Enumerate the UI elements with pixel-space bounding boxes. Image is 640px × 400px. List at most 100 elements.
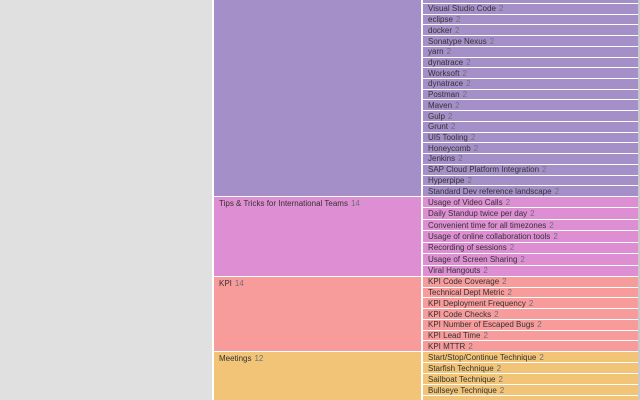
item-row[interactable]: Maven 2 [423,100,638,112]
item-row[interactable]: KPI Number of Escaped Bugs 2 [423,320,638,331]
item-row[interactable]: Recording of sessions 2 [423,243,638,255]
item-label: dynatrace [428,57,464,67]
item-row[interactable]: KPI Code Checks 2 [423,309,638,320]
item-label: yarn [428,47,444,57]
category-section: Meetings 12 Start/Stop/Continue Technique… [214,352,638,400]
item-row[interactable]: Postman 2 [423,90,638,101]
item-label: Starfish Technique [428,363,494,373]
item-label: Bullseye Technique [428,385,497,395]
item-label: Worksoft [428,68,460,78]
item-row[interactable]: Sailboat Technique 2 [423,374,638,385]
item-label: Visual Studio Code [428,4,496,14]
item-row[interactable]: Gulp 2 [423,111,638,122]
item-label: Viral Hangouts [428,266,481,276]
item-row[interactable]: Honeycomb 2 [423,143,638,155]
category-cell[interactable] [214,0,423,197]
item-row[interactable]: Bullseye Technique 2 [423,385,638,396]
category-label: Tips & Tricks for International Teams [219,199,348,208]
item-row[interactable]: KPI Deployment Frequency 2 [423,298,638,310]
item-label: Honeycomb [428,143,471,153]
item-count: 2 [451,122,456,132]
item-row[interactable]: Worksoft 2 [423,68,638,80]
item-count: 2 [509,243,515,253]
item-label: Standard Dev reference landscape [428,186,552,196]
item-label: KPI Number of Escaped Bugs [428,320,535,330]
item-count: 2 [446,47,452,57]
item-row[interactable]: Starfish Technique 2 [423,363,638,374]
item-count: 2 [447,111,453,121]
item-count: 2 [520,254,525,264]
item-label: Grunt [428,122,449,132]
item-count: 2 [553,231,558,241]
item-row[interactable]: Technical Dept Metric 2 [423,288,638,299]
items-column: Usage of Video Calls 2 Daily Standup twice… [423,197,638,277]
category-section: Visual Studio Code 2 eclipse 2 docker 2 Sonaty… [214,0,638,197]
item-count: 2 [489,36,495,46]
category-cell[interactable]: KPI 14 [214,277,423,352]
item-count: 2 [466,79,471,89]
category-section: Tips & Tricks for International Teams 14 … [214,197,638,277]
item-count: 2 [470,132,476,142]
item-row[interactable]: yarn 2 [423,47,638,58]
items-column: KPI Code Coverage 2 Technical Dept Metric 2… [423,277,638,353]
item-row[interactable]: Standard Dev reference landscape 2 [423,186,638,197]
item-row[interactable]: KPI Code Coverage 2 [423,277,638,288]
item-count: 2 [496,363,502,373]
item-row[interactable]: docker 2 [423,25,638,37]
item-count: 2 [539,352,544,362]
item-row[interactable]: Daily Standup twice per day 2 [423,208,638,220]
item-count: 2 [549,220,554,230]
item-label: Daily Standup twice per day [428,209,528,219]
items-column: Start/Stop/Continue Technique 2 Starfish T… [423,352,638,400]
item-count: 2 [494,309,499,319]
item-count: 2 [554,186,560,196]
item-row-partial[interactable] [423,0,638,4]
item-label: SAP Cloud Platform Integration [428,165,540,175]
item-count: 2 [473,143,479,153]
item-label: Technical Dept Metric [428,288,505,298]
item-row[interactable]: Convenient time for all timezones 2 [423,220,638,232]
item-label: Usage of Video Calls [428,197,503,207]
item-count: 2 [542,165,547,175]
item-row[interactable]: Usage of Screen Sharing 2 [423,254,638,266]
item-label: Gulp [428,111,445,121]
item-row[interactable]: Hyperpipe 2 [423,176,638,187]
item-label: dynatrace [428,79,464,89]
item-row[interactable]: Viral Hangouts 2 [423,266,638,277]
category-count: 14 [350,199,360,208]
category-cell[interactable]: Meetings 12 [214,352,423,400]
item-count: 2 [507,288,512,298]
left-empty-pane [0,0,212,400]
item-row[interactable]: KPI MTTR 2 [423,341,638,353]
item-row[interactable]: dynatrace 2 [423,58,638,69]
item-row[interactable] [423,396,638,400]
category-board: Visual Studio Code 2 eclipse 2 docker 2 Sonaty… [212,0,640,400]
item-row[interactable]: Visual Studio Code 2 [423,4,638,15]
item-row[interactable]: KPI Lead Time 2 [423,331,638,342]
item-row[interactable]: Start/Stop/Continue Technique 2 [423,352,638,363]
item-row[interactable]: Grunt 2 [423,122,638,133]
item-row[interactable]: eclipse 2 [423,15,638,26]
item-count: 2 [499,385,505,395]
item-row[interactable]: Jenkins 2 [423,154,638,165]
category-cell[interactable]: Tips & Tricks for International Teams 14 [214,197,423,277]
item-row[interactable]: Sonatype Nexus 2 [423,36,638,47]
item-row[interactable]: dynatrace 2 [423,79,638,90]
item-count: 2 [498,374,503,384]
item-count: 2 [466,57,471,67]
category-count: 14 [234,279,244,288]
item-row[interactable]: SAP Cloud Platform Integration 2 [423,165,638,176]
item-label: KPI Code Checks [428,309,492,319]
item-label: Sonatype Nexus [428,36,487,46]
item-label: Start/Stop/Continue Technique [428,352,537,362]
item-count: 2 [462,90,468,100]
item-label: Jenkins [428,154,456,164]
item-row[interactable]: Usage of Video Calls 2 [423,197,638,209]
item-label: Usage of online collaboration tools [428,231,551,241]
item-label: eclipse [428,15,453,25]
item-label: Hyperpipe [428,175,465,185]
item-row[interactable]: UI5 Tooling 2 [423,133,638,144]
item-row[interactable]: Usage of online collaboration tools 2 [423,231,638,243]
item-count: 2 [467,175,472,185]
